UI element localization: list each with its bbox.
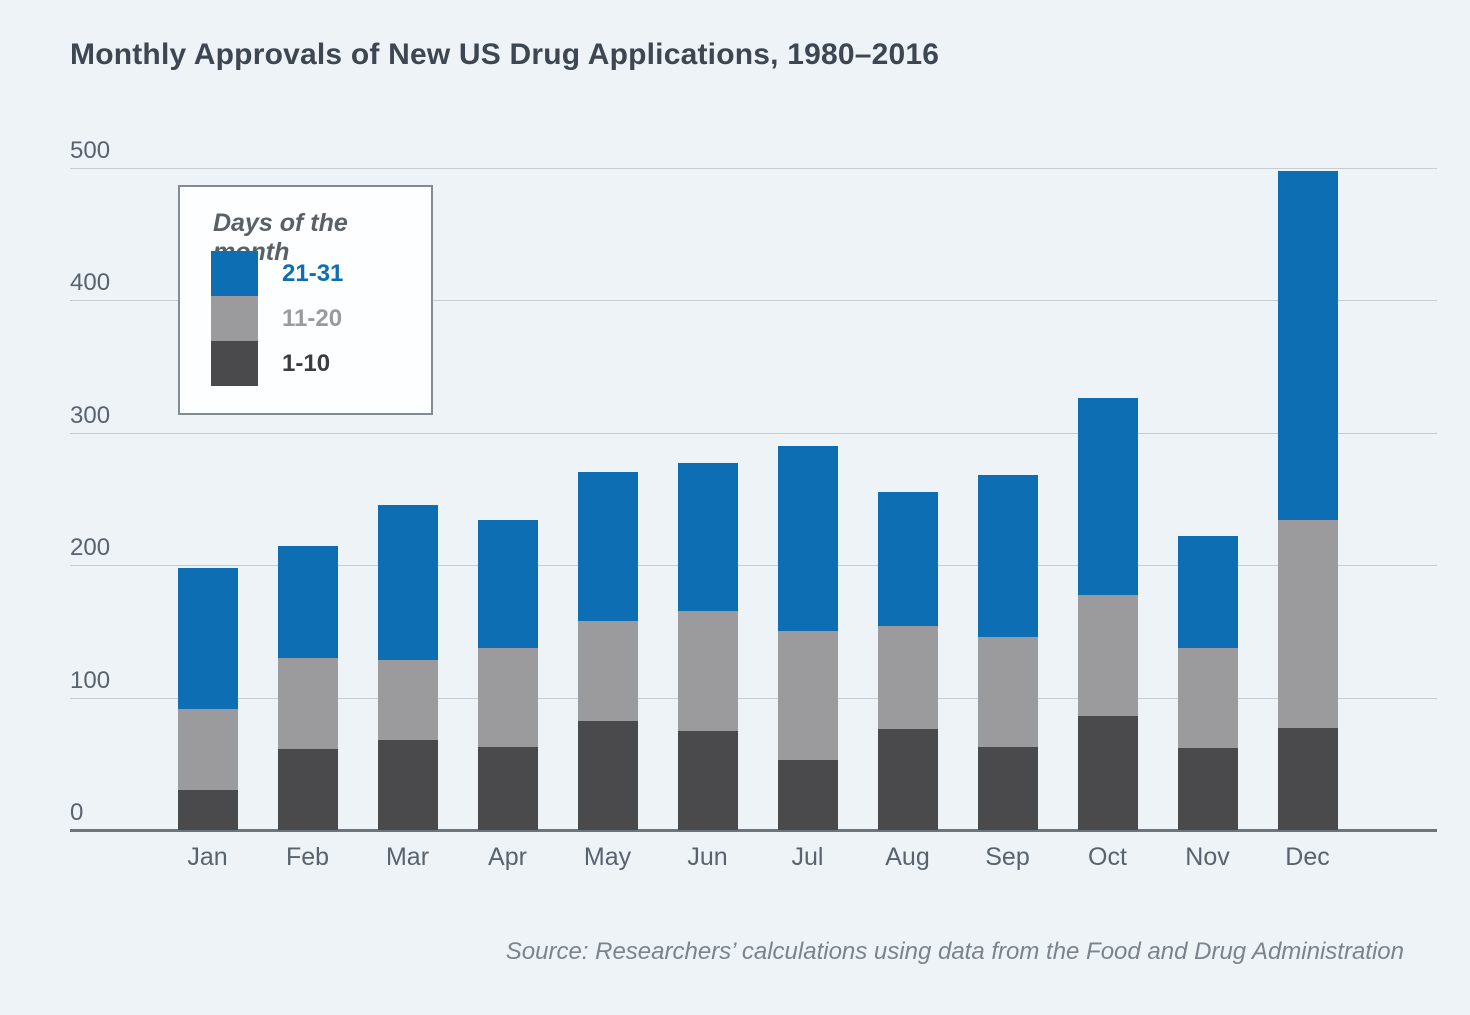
bar-segment-feb-21-31	[277, 546, 338, 658]
legend-item-21-31: 21-31	[211, 251, 343, 296]
legend-swatch-21-31	[211, 251, 258, 296]
legend: Days of the month 21-31 11-20 1-10	[178, 185, 433, 415]
bar-segment-mar-1-10	[377, 739, 438, 830]
legend-swatch-11-20	[211, 296, 258, 341]
bar-segment-jan-21-31	[177, 567, 238, 710]
bar-segment-may-11-20	[577, 620, 638, 722]
gridline-100	[70, 697, 1437, 699]
bar-segment-feb-1-10	[277, 749, 338, 830]
bar-segment-aug-11-20	[877, 625, 938, 730]
bar-segment-dec-1-10	[1277, 727, 1338, 830]
bar-segment-aug-21-31	[877, 492, 938, 626]
bar-segment-dec-11-20	[1277, 519, 1338, 728]
bar-segment-dec-21-31	[1277, 171, 1338, 520]
y-tick-label-300: 300	[70, 401, 111, 429]
x-tick-label-aug: Aug	[885, 843, 930, 871]
bar-segment-nov-21-31	[1177, 535, 1238, 649]
x-tick-label-oct: Oct	[1088, 843, 1127, 871]
bar-segment-may-21-31	[577, 472, 638, 621]
bar-segment-sep-11-20	[977, 636, 1038, 747]
bar-segment-jan-11-20	[177, 709, 238, 791]
bar-segment-jun-11-20	[677, 611, 738, 731]
legend-label-11-20: 11-20	[282, 304, 343, 332]
bar-segment-oct-21-31	[1077, 398, 1138, 596]
x-tick-label-jul: Jul	[791, 843, 824, 871]
source-note: Source: Researchers’ calculations using …	[505, 938, 1404, 965]
x-tick-label-may: May	[583, 843, 632, 871]
bar-segment-oct-1-10	[1077, 716, 1138, 830]
x-tick-label-feb: Feb	[285, 843, 330, 871]
x-tick-label-sep: Sep	[985, 843, 1030, 871]
bar-segment-apr-11-20	[477, 648, 538, 747]
bar-segment-oct-11-20	[1077, 595, 1138, 717]
bar-segment-may-1-10	[577, 721, 638, 830]
x-tick-label-mar: Mar	[385, 843, 430, 871]
bar-segment-jun-1-10	[677, 730, 738, 830]
x-tick-label-dec: Dec	[1285, 843, 1330, 871]
bar-segment-mar-21-31	[377, 505, 438, 661]
x-tick-label-jun: Jun	[687, 843, 728, 871]
legend-item-11-20: 11-20	[211, 296, 343, 341]
bar-segment-jul-11-20	[777, 631, 838, 760]
bar-segment-nov-1-10	[1177, 747, 1238, 830]
gridline-200	[70, 565, 1437, 566]
bar-segment-aug-1-10	[877, 729, 938, 830]
x-tick-label-nov: Nov	[1185, 843, 1230, 871]
legend-label-1-10: 1-10	[282, 349, 331, 377]
bar-segment-feb-11-20	[277, 657, 338, 750]
legend-title: Days of the month	[213, 209, 348, 266]
legend-label-21-31: 21-31	[282, 259, 344, 287]
legend-item-1-10: 1-10	[211, 341, 343, 386]
gridline-400	[70, 300, 1437, 301]
x-tick-label-jan: Jan	[187, 843, 228, 871]
bar-segment-jan-1-10	[177, 790, 238, 830]
legend-rows: 21-31 11-20 1-10	[211, 251, 343, 386]
y-tick-label-400: 400	[70, 269, 111, 296]
x-axis-line	[70, 828, 1437, 832]
legend-swatch-1-10	[211, 341, 258, 386]
bar-segment-jul-21-31	[777, 445, 838, 632]
bar-segment-mar-11-20	[377, 660, 438, 740]
gridline-500	[70, 167, 1437, 169]
y-tick-label-500: 500	[70, 136, 111, 164]
chart-title: Monthly Approvals of New US Drug Applica…	[70, 38, 940, 71]
bar-segment-sep-1-10	[977, 746, 1038, 830]
bar-segment-nov-11-20	[1177, 648, 1238, 748]
bar-segment-apr-1-10	[477, 746, 538, 830]
bar-segment-apr-21-31	[477, 519, 538, 649]
y-tick-label-100: 100	[70, 666, 111, 694]
bar-segment-sep-21-31	[977, 474, 1038, 637]
gridline-300	[70, 432, 1437, 434]
bar-segment-jul-1-10	[777, 759, 838, 830]
x-tick-label-apr: Apr	[488, 843, 527, 871]
y-tick-label-0: 0	[70, 799, 84, 826]
y-tick-label-200: 200	[70, 534, 111, 561]
bar-segment-jun-21-31	[677, 462, 738, 612]
